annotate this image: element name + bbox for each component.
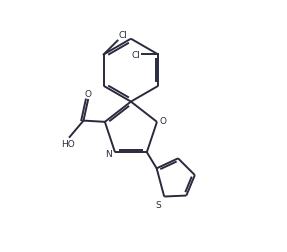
Text: O: O [84, 90, 92, 99]
Text: O: O [160, 117, 167, 125]
Text: HO: HO [61, 139, 75, 148]
Text: S: S [156, 200, 161, 209]
Text: Cl: Cl [132, 51, 141, 60]
Text: Cl: Cl [119, 31, 128, 40]
Text: N: N [105, 149, 112, 158]
